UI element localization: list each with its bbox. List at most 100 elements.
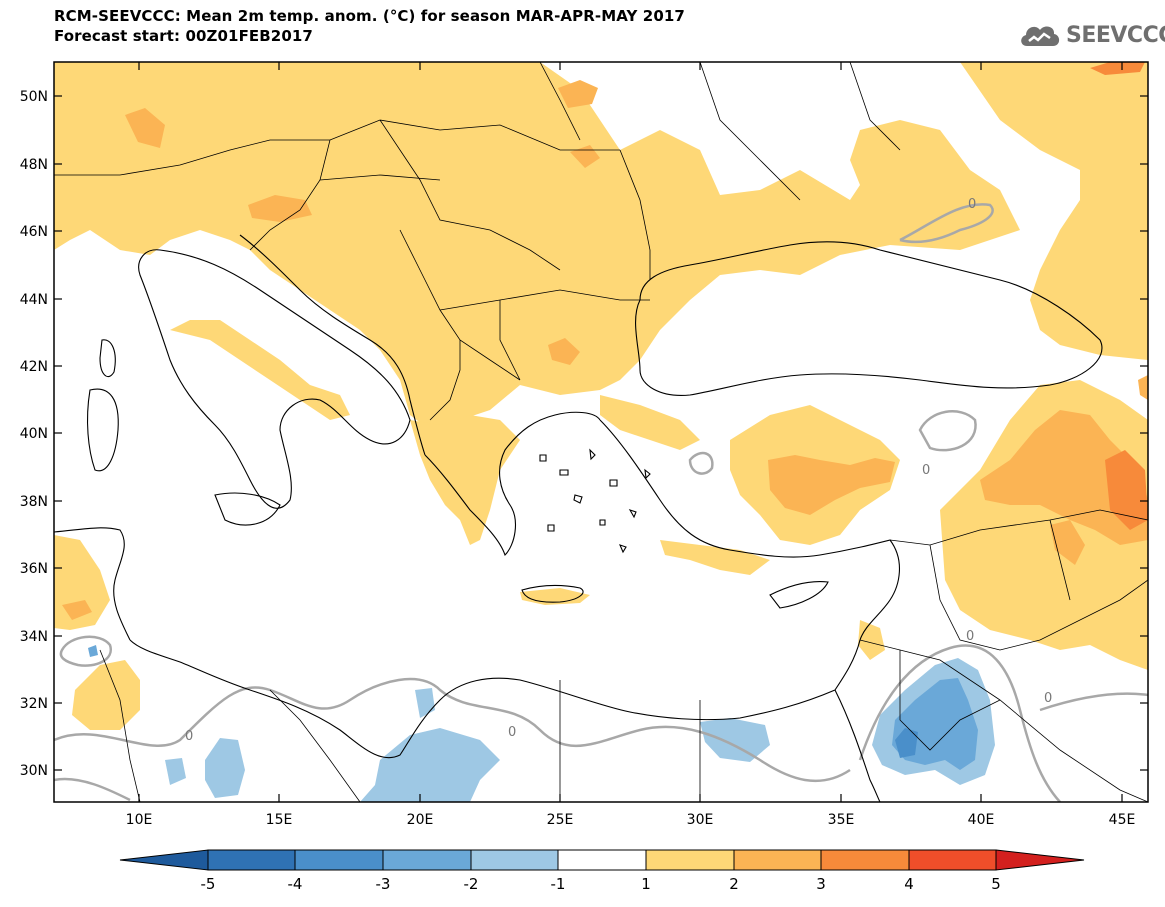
zero-contour-west-turkey [688, 451, 714, 475]
anomaly-region-greece-balkan [410, 415, 520, 545]
anomaly-spot-ukraine [558, 80, 598, 108]
seevccc-logo: SEEVCCC [1018, 20, 1165, 50]
coast-greece [424, 411, 601, 557]
anomaly-region-libya-south [165, 758, 186, 785]
anomaly-region-libya-north [415, 688, 435, 718]
lon-label-25e: 25E [547, 812, 574, 828]
anomaly-spot-bulgaria [548, 338, 580, 365]
colorbar-label-4: 4 [904, 875, 914, 893]
anomaly-spot-caucasus [1138, 375, 1148, 400]
colorbar-segment [820, 849, 910, 871]
border-network-europe [54, 62, 901, 421]
anomaly-region-libya-west [72, 660, 140, 730]
anomaly-spot-syria [1050, 520, 1085, 565]
lat-label-46n: 46N [20, 224, 48, 240]
logo-text: SEEVCCC [1066, 22, 1165, 48]
anomaly-spot-austria [248, 195, 312, 222]
anomaly-region-turkey-coast [600, 395, 700, 450]
lon-label-40e: 40E [968, 812, 995, 828]
colorbar-label-minus1: -1 [551, 875, 566, 893]
coast-sicily [214, 492, 281, 526]
colorbar-label-1: 1 [641, 875, 651, 893]
colorbar [119, 849, 1085, 871]
colorbar-label-minus2: -2 [464, 875, 479, 893]
anomaly-spot-moldova [570, 145, 600, 168]
anomaly-spot-armenia [1105, 450, 1148, 530]
anomaly-spot-anatolia [768, 455, 895, 515]
contour-label-6: 0 [968, 197, 976, 212]
latitude-axis: 50N 48N 46N 44N 42N 40N 38N 36N 34N 32N … [20, 89, 1148, 779]
contour-label-5: 0 [922, 463, 930, 478]
colorbar-label-minus3: -3 [376, 875, 391, 893]
cloud-icon [1021, 26, 1060, 46]
contour-label-2: 0 [508, 725, 516, 740]
coast-red-sea [834, 689, 881, 802]
zero-contour-libya [54, 777, 131, 802]
zero-contour-anatolia [918, 410, 977, 452]
anomaly-region-egypt-coast [700, 718, 770, 762]
lat-label-40n: 40N [20, 426, 48, 442]
zero-contour-caspian [899, 203, 994, 244]
colorbar-segment [294, 849, 384, 871]
lat-label-38n: 38N [20, 494, 48, 510]
colorbar-segment [733, 849, 822, 871]
lon-label-35e: 35E [828, 812, 855, 828]
colorbar-segment [645, 849, 735, 871]
coast-adriatic-east [239, 234, 426, 456]
zero-contour-north-africa [54, 677, 851, 783]
colorbar-segment [908, 849, 997, 871]
anomaly-spot-tunisia [62, 600, 92, 620]
lat-label-36n: 36N [20, 561, 48, 577]
coast-black-sea [635, 241, 1103, 396]
lat-label-50n: 50N [20, 89, 48, 105]
contour-label-3: 0 [1044, 691, 1052, 706]
lat-label-42n: 42N [20, 359, 48, 375]
anomaly-region-central-europe [54, 62, 1020, 430]
lat-label-44n: 44N [20, 292, 48, 308]
contour-label-4: 0 [966, 629, 974, 644]
colorbar-label-5: 5 [991, 875, 1001, 893]
title-line-2: Forecast start: 00Z01FEB2017 [54, 27, 313, 45]
lon-label-45e: 45E [1109, 812, 1136, 828]
border-network-middle-east [99, 509, 1148, 802]
zero-contours [54, 203, 1148, 802]
colorbar-segment [382, 849, 472, 871]
lon-label-20e: 20E [407, 812, 434, 828]
anomaly-region-libya-coast [360, 728, 500, 802]
lon-label-30e: 30E [687, 812, 714, 828]
anomaly-region-libya-inland [205, 738, 245, 798]
coast-sardinia [87, 388, 119, 472]
map-title: RCM-SEEVCCC: Mean 2m temp. anom. (°C) fo… [54, 6, 685, 46]
contour-label-1: 0 [185, 729, 193, 744]
anomaly-region-east [960, 62, 1148, 360]
coast-islands-aegean [539, 448, 651, 554]
colorbar-label-2: 2 [729, 875, 739, 893]
coast-cyprus [769, 581, 829, 609]
coast-egypt-libya [129, 639, 836, 759]
anomaly-region-south-turkey [660, 540, 770, 575]
coast-tunisia [54, 527, 131, 641]
title-line-1: RCM-SEEVCCC: Mean 2m temp. anom. (°C) fo… [54, 7, 685, 25]
colorbar-segment [557, 849, 647, 871]
colorbar-segment [207, 849, 296, 871]
borders [54, 62, 1148, 802]
anomaly-spot-russia [1090, 62, 1145, 75]
colorbar-label-minus4: -4 [288, 875, 303, 893]
anomaly-shading [54, 62, 1148, 802]
colorbar-segment [470, 849, 559, 871]
coast-italy [138, 249, 411, 509]
anomaly-region-levant [858, 620, 885, 660]
anomaly-spot-tunisia-blue [88, 645, 98, 657]
colorbar-segment [995, 849, 1085, 871]
colorbar-segment [119, 849, 209, 871]
colorbar-labels: -5 -4 -3 -2 -1 1 2 3 4 5 [201, 875, 1001, 893]
contour-labels: 0 0 0 0 0 0 [185, 197, 1052, 744]
zero-contour-south-arabia [858, 644, 1061, 802]
zero-contour-saudi-east [1039, 692, 1148, 712]
coast-turkey-south [599, 419, 901, 691]
coast-corsica [99, 339, 116, 377]
anomaly-region-saudi-deep [895, 728, 918, 758]
colorbar-label-3: 3 [816, 875, 826, 893]
coast-crete [521, 585, 584, 603]
